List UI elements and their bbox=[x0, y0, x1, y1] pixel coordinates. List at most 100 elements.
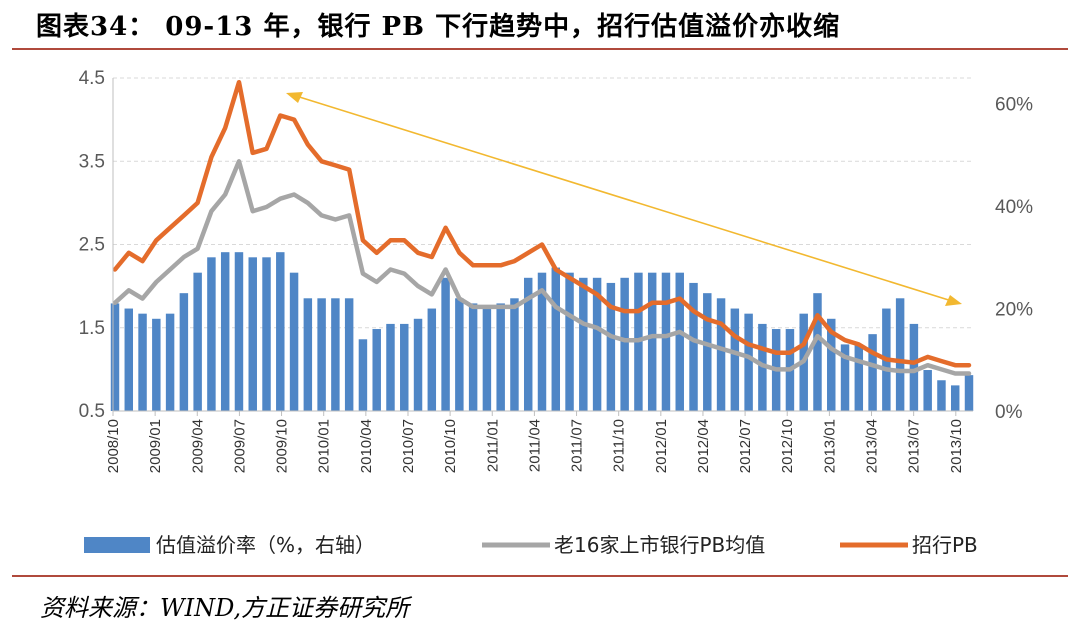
premium-bar bbox=[923, 370, 932, 411]
premium-bar bbox=[565, 272, 574, 411]
x-tick-label: 2013/07 bbox=[906, 419, 923, 473]
premium-bar bbox=[675, 272, 684, 411]
premium-bar bbox=[276, 252, 285, 411]
x-tick-label: 2009/04 bbox=[189, 419, 206, 473]
premium-bar bbox=[441, 277, 450, 411]
premium-bar bbox=[468, 303, 478, 411]
axes: 0.5 1.5 2.5 3.5 4.5 0% 20% 40% 60% 2008/10 2009/01… bbox=[79, 68, 1034, 473]
left-tick-label: 1.5 bbox=[79, 318, 105, 339]
premium-bar bbox=[813, 293, 822, 411]
source-note: 资料来源：WIND,方正证券研究所 bbox=[40, 594, 410, 622]
premium-bar bbox=[551, 267, 561, 411]
premium-bar bbox=[344, 298, 354, 411]
premium-bar bbox=[716, 298, 726, 411]
premium-bar bbox=[234, 252, 244, 411]
arrow-shaft bbox=[292, 94, 956, 303]
premium-bar bbox=[289, 272, 299, 411]
premium-bar bbox=[152, 318, 161, 411]
figure-title: 图表34： 09-13 年，银行 PB 下行趋势中，招行估值溢价亦收缩 bbox=[36, 12, 841, 42]
premium-bar bbox=[620, 277, 629, 411]
right-tick-label: 0% bbox=[995, 402, 1023, 423]
source-rule bbox=[12, 575, 1068, 577]
x-tick-label: 2012/10 bbox=[779, 419, 796, 473]
premium-bar bbox=[358, 339, 368, 411]
right-tick-label: 40% bbox=[995, 197, 1033, 218]
x-tick-label: 2012/01 bbox=[653, 419, 670, 473]
premium-bar bbox=[248, 257, 257, 411]
x-tick-label: 2012/04 bbox=[695, 419, 712, 473]
premium-bar bbox=[827, 318, 836, 411]
premium-bar bbox=[165, 313, 175, 411]
arrow-head-end bbox=[945, 295, 962, 306]
x-tick-label: 2011/04 bbox=[526, 419, 543, 472]
premium-bar bbox=[482, 308, 492, 411]
x-tick-label: 2009/01 bbox=[147, 419, 164, 473]
premium-bar bbox=[427, 308, 437, 411]
legend-label: 估值溢价率（%，右轴） bbox=[156, 533, 375, 557]
x-tick-label: 2011/10 bbox=[611, 419, 628, 472]
premium-bar bbox=[937, 380, 946, 411]
premium-bar bbox=[964, 375, 974, 411]
premium-bar bbox=[386, 323, 395, 411]
avg-pb-line bbox=[112, 159, 972, 376]
premium-bar bbox=[455, 298, 464, 411]
right-tick-label: 20% bbox=[995, 300, 1033, 321]
premium-bar bbox=[207, 257, 216, 411]
x-tick-label: 2009/10 bbox=[274, 419, 291, 473]
x-tick-label: 2011/07 bbox=[569, 419, 586, 472]
trend-arrow bbox=[286, 92, 962, 306]
right-tick-label: 60% bbox=[995, 95, 1033, 116]
premium-bar bbox=[703, 293, 712, 411]
pb-lines bbox=[112, 79, 972, 376]
premium-bar bbox=[950, 385, 960, 411]
x-tick-label: 2010/07 bbox=[400, 419, 417, 473]
legend-cmb-pb: 招行PB bbox=[840, 533, 978, 557]
premium-bar bbox=[496, 303, 505, 411]
premium-bar bbox=[730, 308, 740, 411]
x-tick-label: 2010/04 bbox=[358, 419, 375, 473]
premium-bar bbox=[262, 257, 271, 411]
premium-bar bbox=[909, 323, 919, 411]
premium-bar bbox=[661, 272, 671, 411]
x-tick-label: 2012/07 bbox=[737, 419, 754, 473]
x-tick-label: 2010/01 bbox=[316, 419, 333, 473]
premium-bar bbox=[110, 303, 120, 411]
premium-bar bbox=[220, 252, 230, 411]
premium-bar bbox=[179, 293, 189, 411]
cmb-pb-line bbox=[112, 79, 972, 368]
legend-avg-pb: 老16家上市银行PB均值 bbox=[482, 533, 765, 557]
legend-premium: 估值溢价率（%，右轴） bbox=[84, 533, 375, 557]
premium-bar bbox=[124, 308, 134, 411]
left-tick-label: 0.5 bbox=[79, 401, 105, 422]
title-rule bbox=[12, 48, 1068, 50]
premium-bar bbox=[510, 298, 519, 411]
premium-bars bbox=[110, 252, 974, 411]
premium-bar bbox=[592, 277, 602, 411]
legend: 估值溢价率（%，右轴） 老16家上市银行PB均值 招行PB bbox=[84, 533, 978, 557]
premium-bar bbox=[331, 298, 340, 411]
premium-bar bbox=[868, 334, 877, 411]
x-tick-label: 2013/04 bbox=[864, 419, 881, 473]
premium-bar bbox=[895, 298, 905, 411]
premium-bar bbox=[138, 313, 147, 411]
x-tick-label: 2009/07 bbox=[231, 419, 248, 473]
x-tick-label: 2011/01 bbox=[484, 419, 501, 472]
premium-bar bbox=[523, 277, 533, 411]
left-tick-label: 4.5 bbox=[79, 68, 105, 89]
premium-bar bbox=[303, 298, 313, 411]
premium-bar bbox=[579, 277, 588, 411]
premium-bar bbox=[854, 344, 864, 411]
left-tick-label: 3.5 bbox=[79, 151, 105, 172]
premium-bar bbox=[317, 298, 326, 411]
premium-bar bbox=[413, 318, 423, 411]
legend-label: 老16家上市银行PB均值 bbox=[554, 533, 765, 557]
premium-bar bbox=[537, 272, 547, 411]
chart-canvas: 0.5 1.5 2.5 3.5 4.5 0% 20% 40% 60% 2008/10 2009/01… bbox=[79, 68, 1034, 557]
x-tick-label: 2010/10 bbox=[442, 419, 459, 473]
premium-bar bbox=[400, 323, 409, 411]
legend-label: 招行PB bbox=[912, 533, 978, 557]
x-tick-label: 2013/01 bbox=[821, 419, 838, 473]
premium-bar bbox=[689, 282, 698, 411]
x-tick-label: 2013/10 bbox=[948, 419, 965, 473]
left-tick-label: 2.5 bbox=[79, 235, 105, 256]
